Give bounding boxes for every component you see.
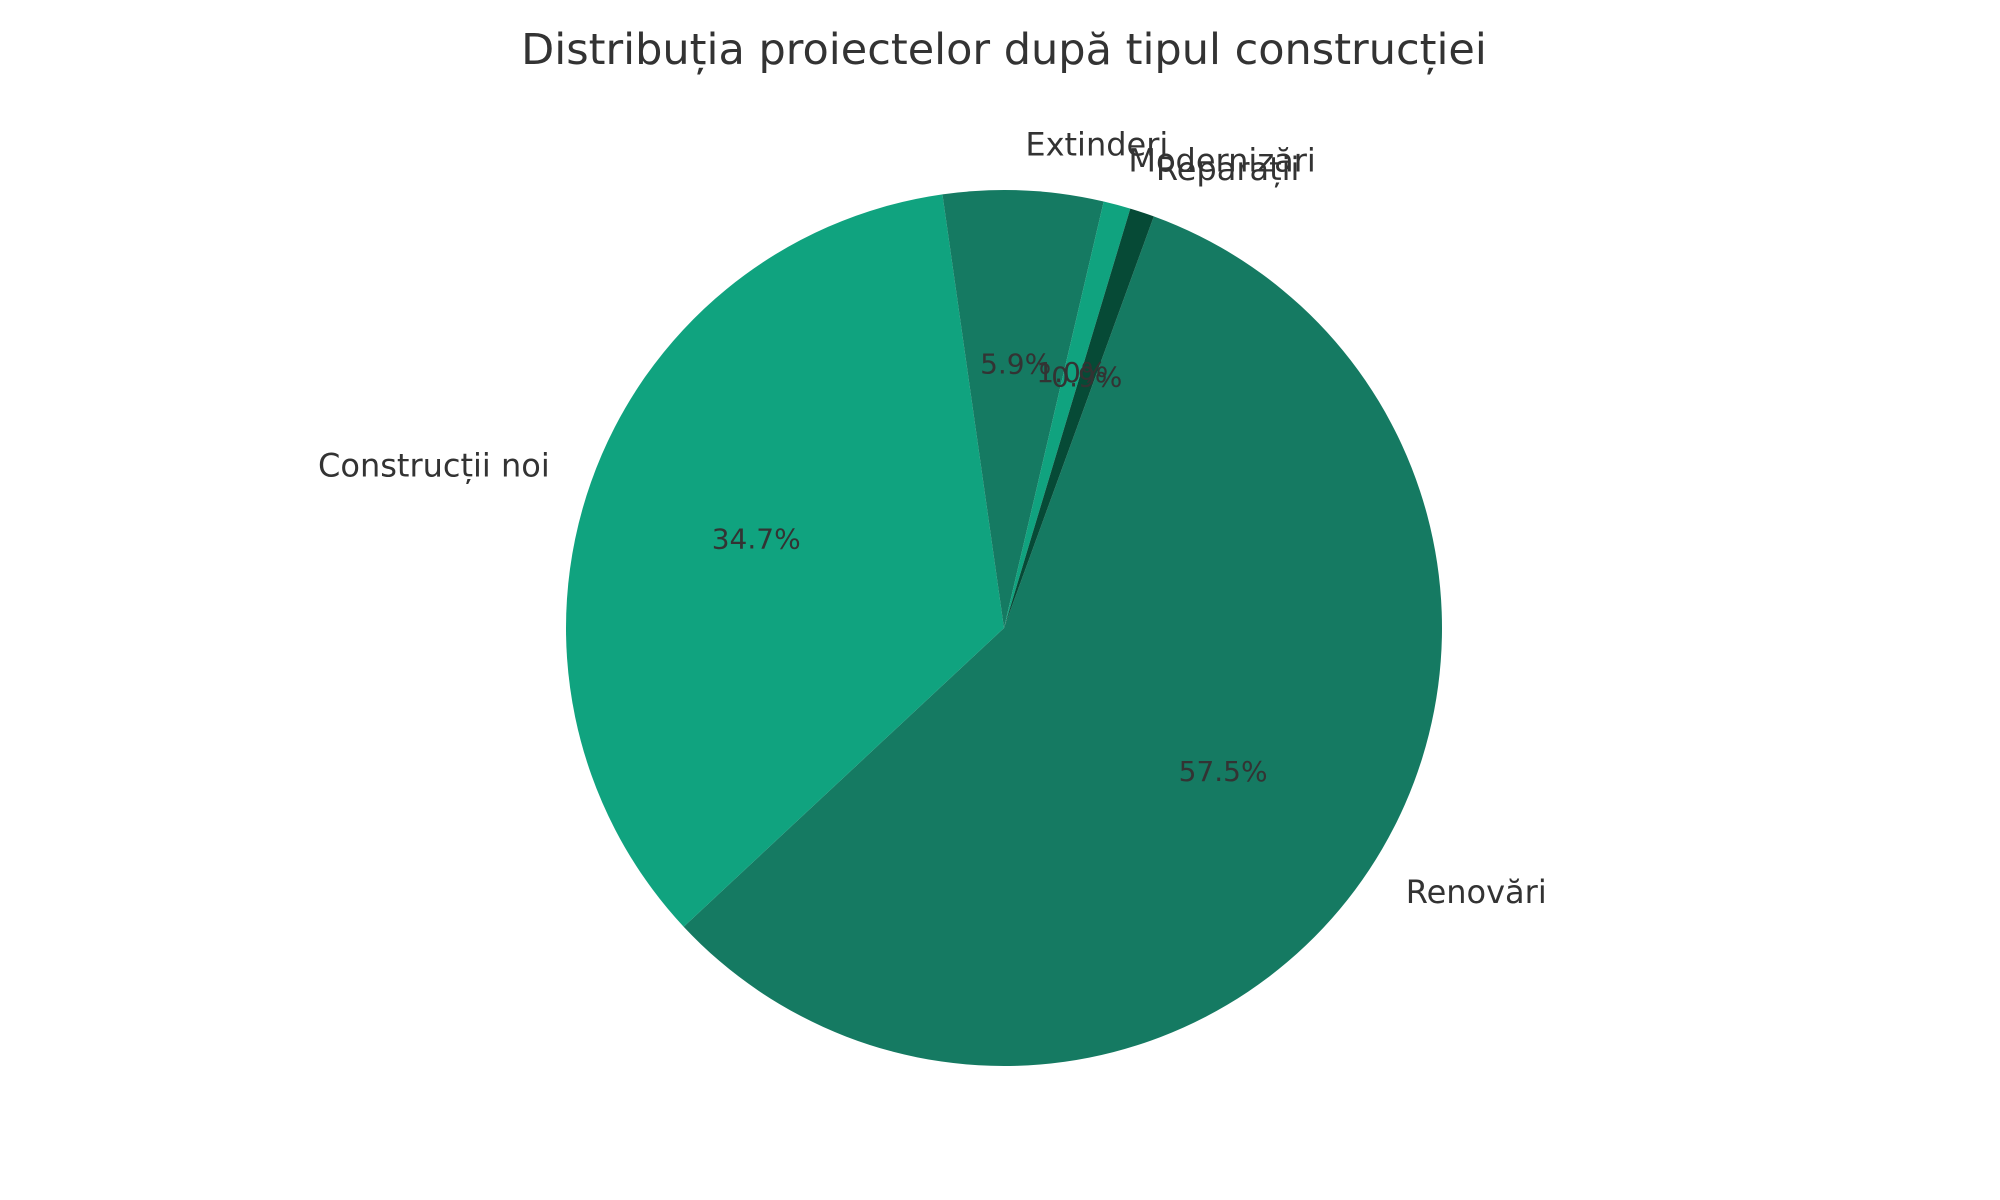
pct-label-renovari: 57.5% <box>1179 755 1268 788</box>
pie-slice-reparatii <box>1004 208 1154 629</box>
pie-labels: Renovări 57.5% Construcții noi 34.7% Extinde… <box>318 126 1547 911</box>
slice-label-constructii-noi: Construcții noi <box>318 446 550 484</box>
pie-slice-extinderi <box>942 190 1104 628</box>
pct-label-reparatii: 0.9% <box>1051 361 1122 394</box>
pie-slice-modernizari <box>1004 201 1131 628</box>
pct-label-constructii-noi: 34.7% <box>712 522 801 555</box>
pct-label-modernizari: 1.0% <box>1036 356 1107 389</box>
slice-label-extinderi: Extinderi <box>1025 126 1168 164</box>
pie-slice-renovari <box>683 216 1442 1067</box>
pie-slice-constructii-noi <box>566 194 1004 927</box>
chart-title: Distribuția proiectelor după tipul const… <box>521 25 1487 75</box>
slice-label-modernizari: Modernizări <box>1128 142 1315 180</box>
pie-slices <box>566 190 1442 1067</box>
slice-label-renovari: Renovări <box>1406 873 1547 911</box>
slice-label-reparatii: Reparații <box>1156 150 1300 188</box>
pct-label-extinderi: 5.9% <box>980 347 1051 380</box>
